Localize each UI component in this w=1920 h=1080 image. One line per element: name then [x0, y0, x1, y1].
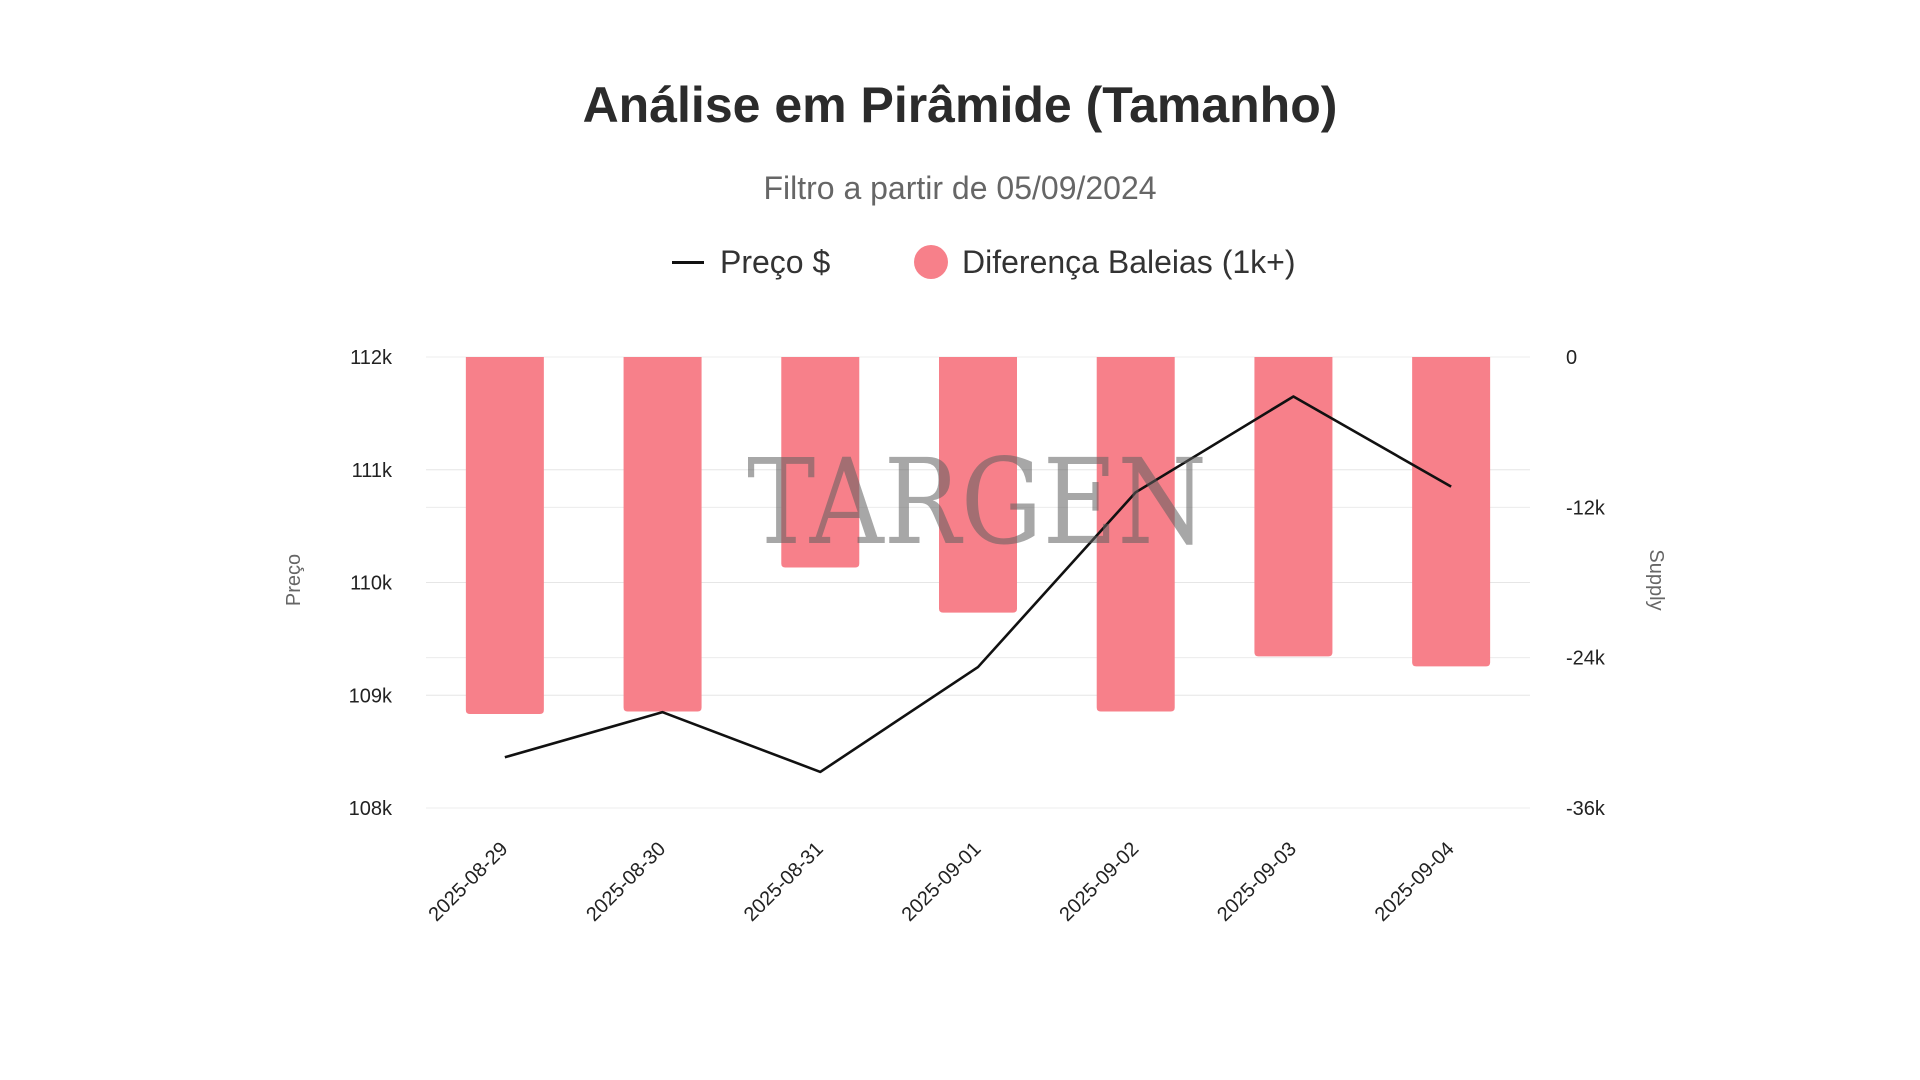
bar-2025-08-31[interactable] [781, 357, 860, 568]
right-tick-label: -24k [1566, 648, 1606, 670]
bar-2025-09-03[interactable] [1254, 357, 1333, 657]
price-point-2025-08-31[interactable] [817, 769, 823, 775]
line-series [502, 393, 1454, 775]
legend-line-swatch [672, 260, 704, 264]
left-tick-label: 109k [349, 685, 393, 707]
right-tick-label: -12k [1566, 497, 1606, 519]
price-point-2025-09-04[interactable] [1448, 484, 1454, 490]
left-tick-label: 112k [350, 347, 393, 369]
left-tick-label: 111k [352, 460, 393, 482]
bar-series [465, 357, 1491, 715]
x-tick-label: 2025-08-29 [424, 838, 512, 926]
chart-subtitle: Filtro a partir de 05/09/2024 [763, 170, 1157, 206]
price-point-2025-08-30[interactable] [660, 709, 666, 715]
left-tick-label: 108k [349, 798, 393, 820]
bar-2025-09-04[interactable] [1412, 357, 1491, 667]
x-tick-label: 2025-09-03 [1213, 838, 1301, 926]
watermark-text: TARGEN [747, 433, 1207, 571]
price-point-2025-08-29[interactable] [502, 754, 508, 760]
chart-title: Análise em Pirâmide (Tamanho) [582, 77, 1338, 133]
price-line[interactable] [504, 395, 1452, 774]
x-tick-label: 2025-08-30 [582, 838, 670, 926]
right-axis-title: Supply [1645, 549, 1667, 610]
left-tick-label: 110k [350, 573, 393, 595]
bar-2025-08-30[interactable] [623, 357, 702, 712]
x-tick-label: 2025-09-04 [1371, 838, 1459, 926]
legend-dot-swatch [914, 245, 948, 279]
x-tick-label: 2025-09-02 [1055, 838, 1143, 926]
left-axis-ticks: 108k 109k 110k 111k 112k [349, 347, 393, 820]
left-axis-title: Preço [283, 554, 305, 606]
legend-item-whales[interactable]: Diferença Baleias (1k+) [914, 240, 1295, 284]
right-tick-label: 0 [1566, 347, 1577, 369]
x-tick-label: 2025-09-01 [898, 838, 986, 926]
bar-2025-09-02[interactable] [1096, 357, 1175, 712]
x-tick-label: 2025-08-31 [740, 838, 828, 926]
price-point-2025-09-03[interactable] [1290, 393, 1296, 399]
price-point-2025-09-01[interactable] [975, 664, 981, 670]
x-axis-ticks: 2025-08-29 2025-08-30 2025-08-31 2025-09-01… [424, 838, 1458, 926]
bar-2025-09-01[interactable] [939, 357, 1017, 613]
legend-label-whales: Diferença Baleias (1k+) [962, 243, 1296, 280]
bar-2025-08-29[interactable] [465, 357, 544, 715]
legend-item-price[interactable]: Preço $ [672, 240, 830, 284]
right-tick-label: -36k [1566, 798, 1606, 820]
right-axis-ticks: -36k -24k -12k 0 [1566, 347, 1606, 820]
legend-label-price: Preço $ [720, 243, 831, 280]
